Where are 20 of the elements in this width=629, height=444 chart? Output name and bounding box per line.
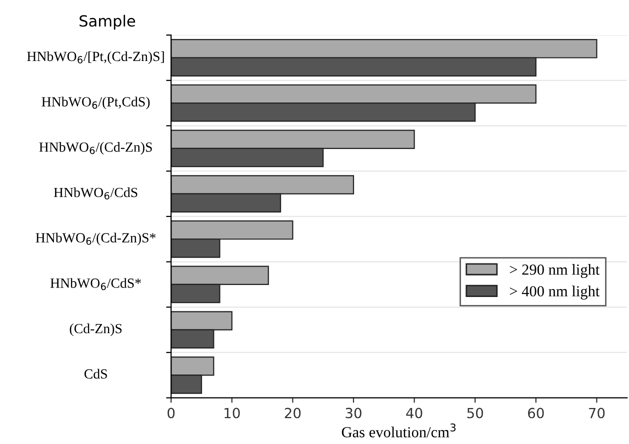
y-tick-label: HNbWO$_{6}$/(Pt,CdS) [42, 96, 150, 110]
x-tick-label: 60 [528, 408, 544, 418]
legend-label: > 400 nm light [510, 286, 600, 300]
x-tick-label: 30 [346, 408, 362, 418]
x-tick-label: 40 [406, 408, 422, 418]
y-tick-label: HNbWO$_{6}$/(Cd-Zn)S* [36, 232, 156, 246]
x-tick-label: 70 [589, 408, 605, 418]
legend-label: > 290 nm light [510, 264, 600, 278]
x-tick-label: 10 [224, 408, 240, 418]
x-tick-label: 50 [467, 408, 484, 418]
y-axis-title: Sample [80, 14, 136, 30]
y-tick-label: (Cd-Zn)S [70, 324, 122, 336]
x-tick-label: 20 [284, 408, 301, 418]
y-tick-label: CdS [84, 368, 107, 379]
y-tick-label: HNbWO$_{6}$/CdS* [50, 278, 141, 290]
x-tick-label: 0 [168, 408, 175, 418]
y-tick-label: HNbWO$_{6}$/(Cd-Zn)S [39, 142, 152, 155]
y-tick-label: HNbWO$_{6}$/[Pt,(Cd-Zn)S] [27, 51, 164, 64]
y-tick-label: HNbWO$_{6}$/CdS [54, 187, 138, 200]
x-axis-title: Gas evolution/cm$^{3}$ [342, 423, 456, 438]
